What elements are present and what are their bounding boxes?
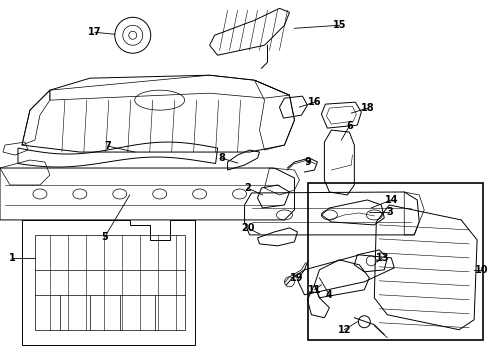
Text: 20: 20 [240,223,254,233]
Text: 7: 7 [104,141,111,151]
Text: 8: 8 [218,153,224,163]
Text: 10: 10 [474,265,488,275]
Bar [308,183,482,340]
Text: 6: 6 [346,121,352,131]
Text: 16: 16 [307,97,321,107]
Text: 14: 14 [384,195,397,205]
Text: 19: 19 [289,273,303,283]
Text: 9: 9 [304,157,310,167]
Text: 1: 1 [9,253,15,263]
Text: 15: 15 [332,20,346,30]
Text: 11: 11 [307,285,321,295]
Text: 18: 18 [360,103,373,113]
Text: 3: 3 [385,207,392,217]
Text: 4: 4 [325,290,332,300]
Text: 5: 5 [101,232,108,242]
Text: 12: 12 [337,325,350,335]
Text: 17: 17 [88,27,102,37]
Text: 13: 13 [375,253,388,263]
Text: 2: 2 [244,183,250,193]
